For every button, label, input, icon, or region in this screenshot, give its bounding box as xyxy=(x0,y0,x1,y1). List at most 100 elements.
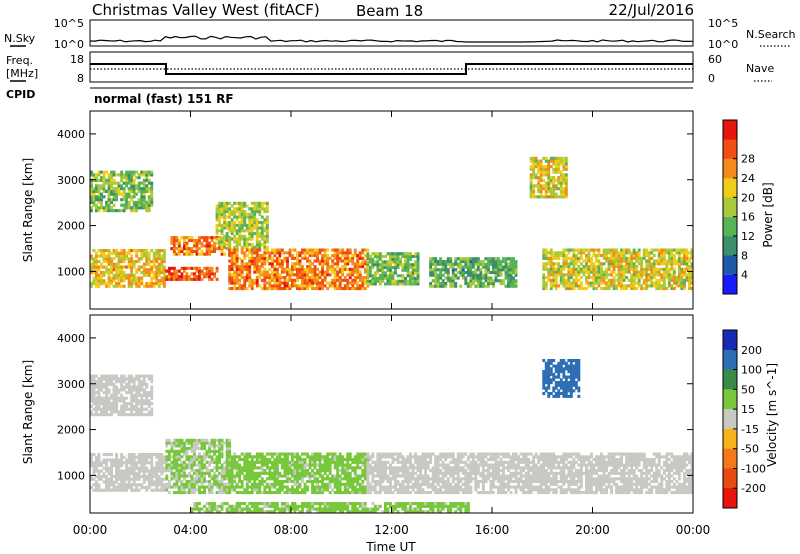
data-cell xyxy=(230,458,234,462)
data-cell xyxy=(253,463,257,467)
data-cell xyxy=(263,455,267,459)
data-cell xyxy=(208,474,211,478)
data-cell xyxy=(233,460,237,464)
data-cell xyxy=(245,215,249,219)
data-cell xyxy=(150,461,154,465)
data-cell xyxy=(399,282,402,286)
data-cell xyxy=(489,271,493,275)
data-cell xyxy=(368,257,372,261)
data-cell xyxy=(323,251,327,255)
data-cell xyxy=(127,187,131,191)
data-cell xyxy=(311,278,314,282)
data-cell xyxy=(195,252,199,256)
data-cell xyxy=(404,252,407,256)
data-cell xyxy=(396,488,400,492)
data-cell xyxy=(260,232,264,236)
data-cell xyxy=(255,281,259,285)
data-cell xyxy=(175,269,179,273)
data-cell xyxy=(260,201,264,205)
data-cell xyxy=(363,491,367,495)
data-cell xyxy=(268,276,272,280)
data-cell xyxy=(326,287,330,291)
data-cell xyxy=(298,276,302,280)
data-cell xyxy=(112,192,116,196)
data-cell xyxy=(233,452,237,456)
data-cell xyxy=(102,402,106,406)
data-cell xyxy=(132,413,136,417)
data-cell xyxy=(117,377,121,381)
data-cell xyxy=(378,458,382,462)
data-cell xyxy=(595,278,598,282)
data-cell xyxy=(288,273,292,277)
data-cell xyxy=(366,248,370,252)
data-cell xyxy=(180,272,184,276)
data-cell xyxy=(597,276,601,280)
data-cell xyxy=(275,480,279,484)
data-cell xyxy=(632,256,636,260)
data-cell xyxy=(107,380,111,384)
data-cell xyxy=(672,259,676,263)
data-cell xyxy=(140,192,144,196)
data-cell xyxy=(559,181,563,185)
data-cell xyxy=(446,279,450,283)
data-cell xyxy=(193,238,196,242)
data-cell xyxy=(175,458,179,462)
data-cell xyxy=(532,173,536,177)
data-cell xyxy=(690,278,694,282)
data-cell xyxy=(655,262,659,266)
data-cell xyxy=(162,271,166,275)
data-cell xyxy=(167,266,171,270)
data-cell xyxy=(235,460,239,464)
data-cell xyxy=(188,247,191,251)
data-cell xyxy=(130,262,134,266)
data-cell xyxy=(675,259,679,263)
data-cell xyxy=(326,452,330,456)
data-cell xyxy=(348,477,352,481)
data-cell xyxy=(429,265,433,269)
data-cell xyxy=(466,271,470,275)
data-cell xyxy=(102,254,106,258)
data-cell xyxy=(291,256,294,260)
data-cell xyxy=(308,455,312,459)
data-cell xyxy=(122,413,126,417)
data-cell xyxy=(610,254,613,258)
data-cell xyxy=(117,273,121,277)
data-cell xyxy=(172,485,176,489)
data-cell xyxy=(220,474,224,478)
data-cell xyxy=(567,276,571,280)
data-cell xyxy=(220,245,224,249)
data-cell xyxy=(135,377,139,381)
data-cell xyxy=(389,485,392,489)
data-cell xyxy=(102,488,106,492)
data-cell xyxy=(95,284,98,288)
data-cell xyxy=(225,444,229,448)
data-cell xyxy=(107,206,111,210)
data-cell xyxy=(115,404,118,408)
data-cell xyxy=(270,477,274,481)
data-cell xyxy=(590,265,593,269)
data-cell xyxy=(607,278,611,282)
data-cell xyxy=(532,170,536,174)
data-cell xyxy=(386,279,390,283)
data-cell xyxy=(273,270,277,274)
data-cell xyxy=(270,471,274,475)
data-cell xyxy=(142,187,146,191)
data-cell xyxy=(296,251,299,255)
data-cell xyxy=(341,278,345,282)
data-cell xyxy=(466,257,470,261)
data-cell xyxy=(278,455,282,459)
data-cell xyxy=(220,210,224,214)
data-cell xyxy=(615,278,618,282)
data-cell xyxy=(667,254,671,258)
data-cell xyxy=(137,475,141,479)
data-cell xyxy=(130,396,134,400)
data-cell xyxy=(218,215,221,219)
data-cell xyxy=(243,287,247,291)
data-cell xyxy=(348,455,352,459)
data-cell xyxy=(225,488,229,492)
data-cell xyxy=(225,204,229,208)
data-cell xyxy=(167,469,171,473)
data-cell xyxy=(92,189,96,193)
data-cell xyxy=(363,477,367,481)
data-cell xyxy=(323,485,327,489)
